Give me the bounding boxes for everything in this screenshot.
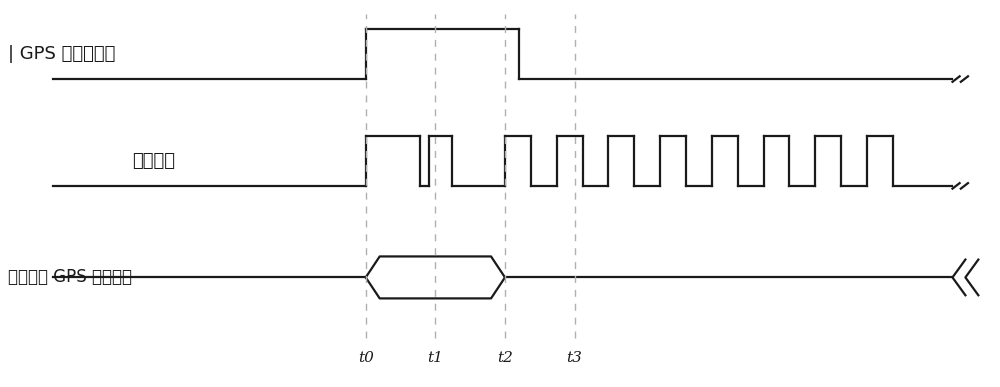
Text: t0: t0 bbox=[358, 351, 374, 365]
Text: t1: t1 bbox=[427, 351, 443, 365]
Text: t3: t3 bbox=[567, 351, 583, 365]
Text: 第二串口 GPS 数据信号: 第二串口 GPS 数据信号 bbox=[8, 269, 132, 286]
Text: | GPS 秒脉冲信号: | GPS 秒脉冲信号 bbox=[8, 45, 115, 63]
Text: 时标信号: 时标信号 bbox=[132, 152, 175, 170]
Text: t2: t2 bbox=[497, 351, 513, 365]
